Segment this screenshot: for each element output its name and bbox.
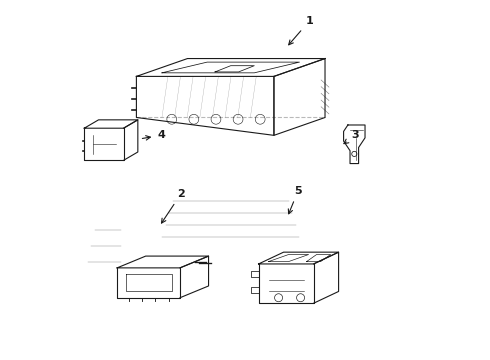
Text: 3: 3 xyxy=(344,130,359,144)
Text: 4: 4 xyxy=(143,130,165,140)
Text: 5: 5 xyxy=(288,186,302,214)
Text: 2: 2 xyxy=(162,189,185,223)
Text: 1: 1 xyxy=(289,16,313,45)
